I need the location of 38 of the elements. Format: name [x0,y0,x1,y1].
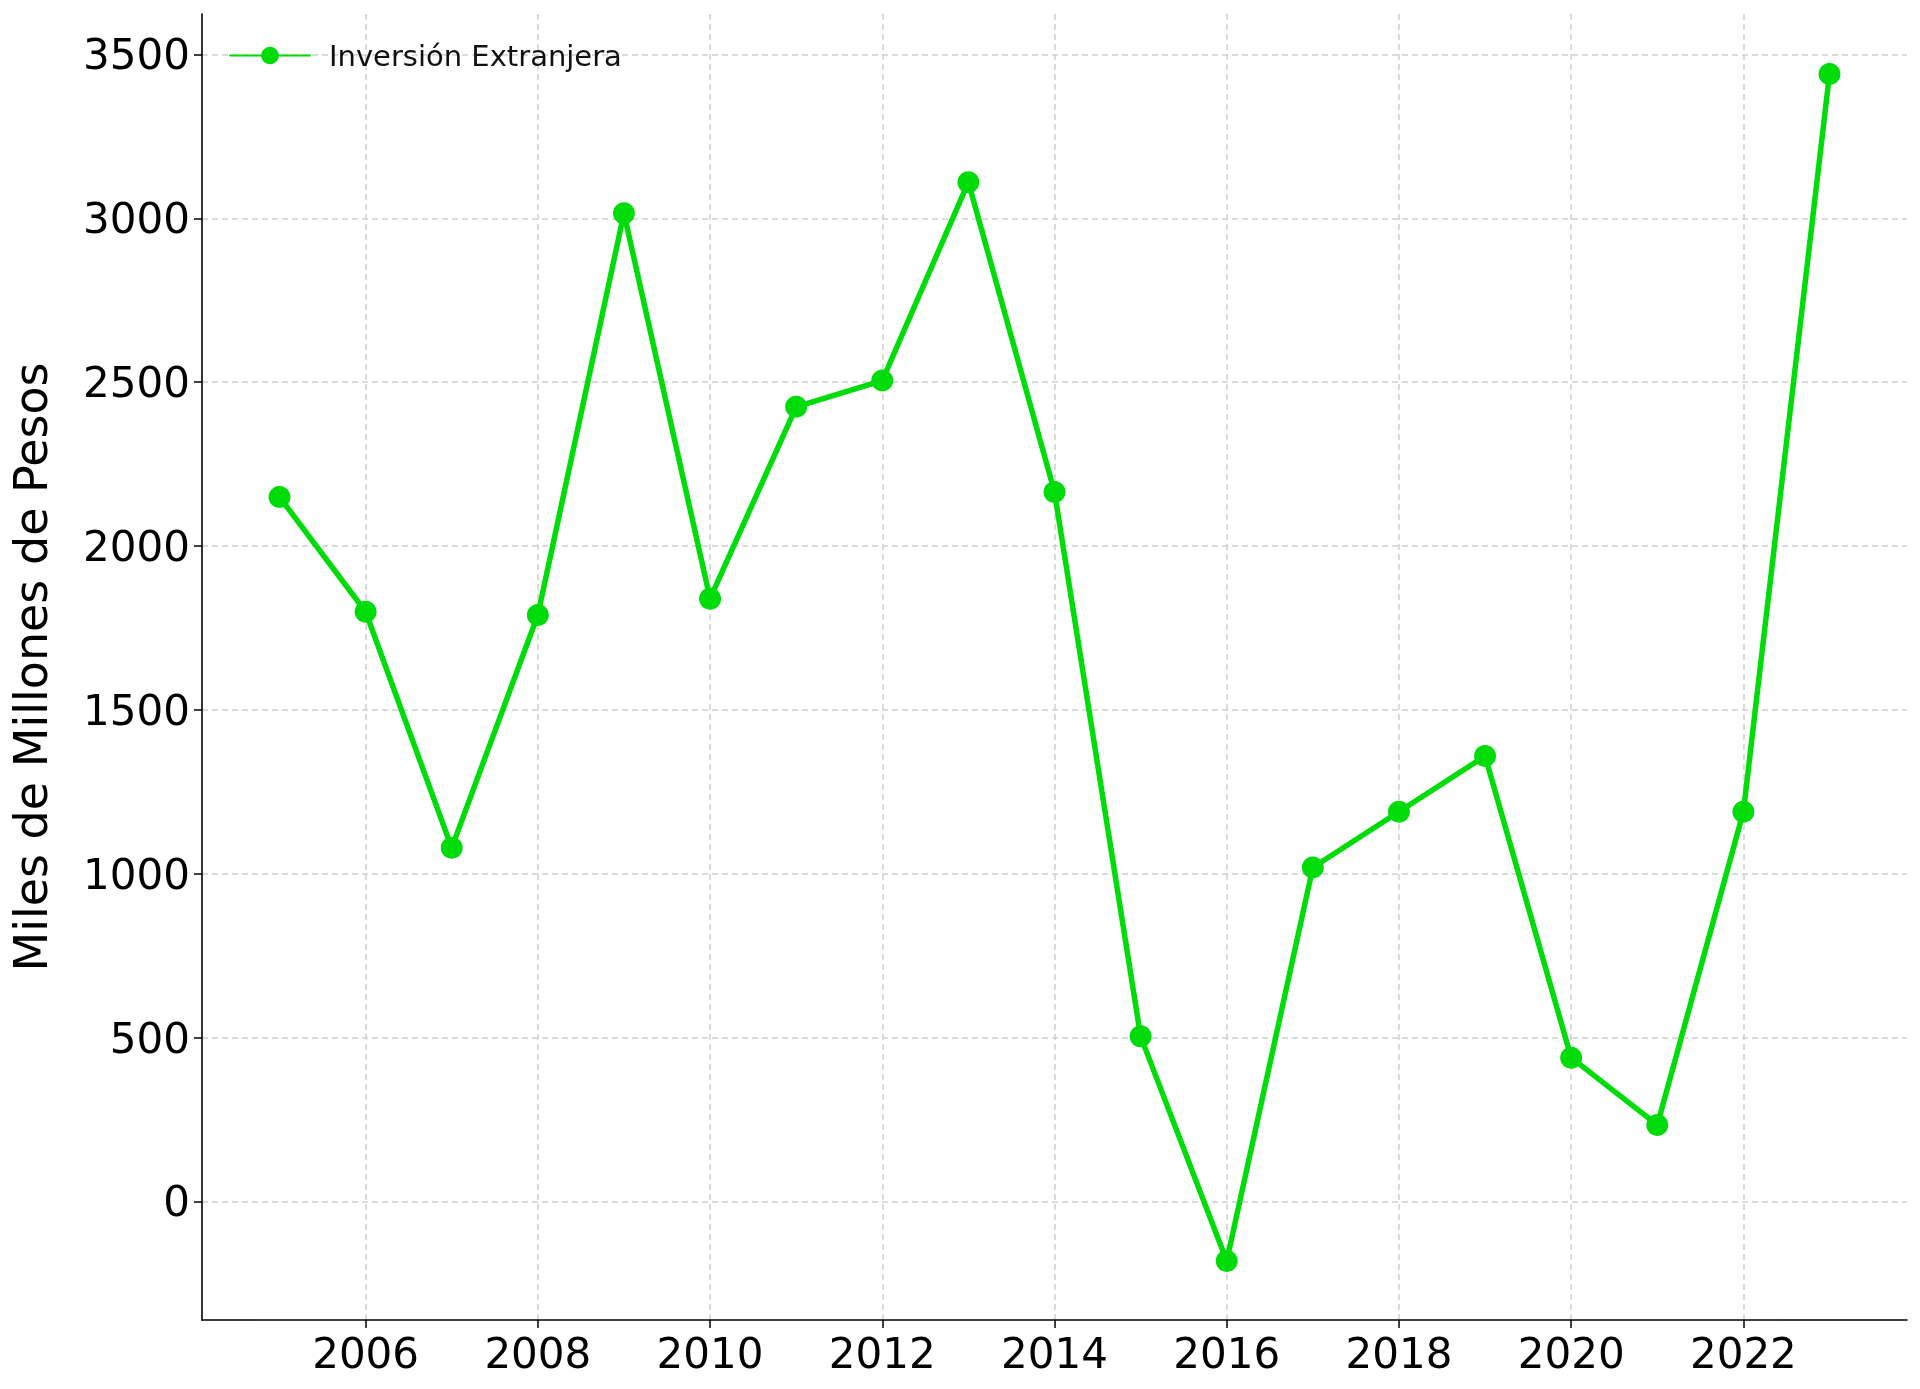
y-tick-label: 1500 [83,685,190,735]
point [1129,1025,1152,1048]
x-tick-label: 2010 [656,1328,764,1378]
point [268,485,291,508]
point [1818,63,1841,85]
y-tick-label: 500 [109,1013,190,1063]
point [440,836,463,859]
x-tick-label: 2014 [1001,1328,1108,1378]
y-tick-label: 2500 [83,357,190,407]
legend-label: Inversión Extranjera [329,38,622,73]
point [699,587,722,610]
point [1474,745,1497,768]
point [1301,856,1324,879]
point [1043,481,1066,504]
point [1732,800,1755,823]
x-tick-label: 2016 [1173,1328,1281,1378]
point [354,600,377,623]
x-tick-label: 2012 [828,1328,936,1378]
point [785,395,808,418]
x-tick-label: 2018 [1345,1328,1453,1378]
point [871,369,894,392]
point [957,171,980,194]
y-tick-label: 3500 [83,29,190,79]
y-tick-label: 0 [163,1177,190,1227]
x-tick-label: 2006 [312,1328,420,1378]
y-tick-label: 3000 [83,193,190,243]
point [1387,800,1410,823]
point [1560,1046,1583,1069]
y-axis-title: Miles de Millones de Pesos [4,362,58,972]
y-tick-label: 1000 [83,849,190,899]
point [526,604,549,627]
y-tick-label: 2000 [83,521,190,571]
point [612,202,635,225]
point [1215,1249,1238,1272]
x-tick-label: 2008 [484,1328,592,1378]
point [1646,1113,1669,1136]
x-tick-label: 2022 [1689,1328,1797,1378]
x-tick-label: 2020 [1517,1328,1625,1378]
